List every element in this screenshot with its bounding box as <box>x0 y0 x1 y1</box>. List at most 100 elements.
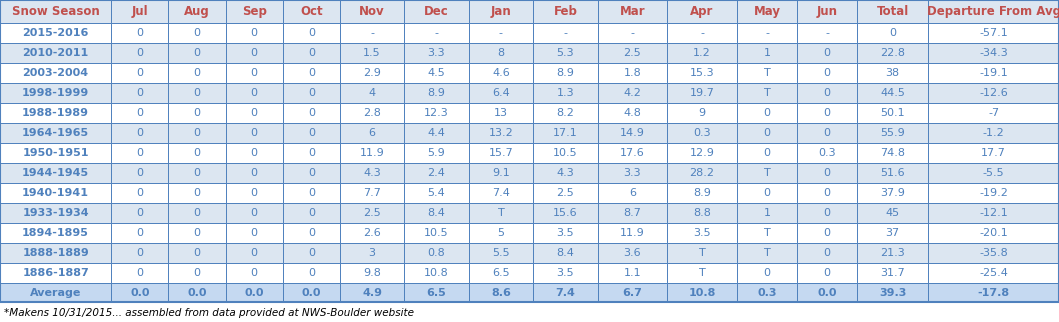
Bar <box>340 143 405 163</box>
Bar <box>469 143 533 163</box>
Bar <box>405 223 469 243</box>
Bar <box>111 283 168 302</box>
Bar <box>469 163 533 183</box>
Text: 8.7: 8.7 <box>624 208 642 218</box>
Bar <box>469 103 533 123</box>
Bar <box>858 0 928 23</box>
Text: 0: 0 <box>764 268 771 278</box>
Text: Departure From Avg: Departure From Avg <box>927 5 1059 18</box>
Bar <box>469 0 533 23</box>
Text: 8.9: 8.9 <box>428 88 446 98</box>
Bar <box>597 283 667 302</box>
Text: 8.8: 8.8 <box>693 208 711 218</box>
Bar <box>469 243 533 263</box>
Bar <box>283 83 340 103</box>
Bar <box>226 103 283 123</box>
Bar <box>797 163 858 183</box>
Bar <box>469 203 533 223</box>
Text: 37.9: 37.9 <box>880 188 905 198</box>
Text: T: T <box>699 248 705 258</box>
Bar <box>340 43 405 63</box>
Bar <box>469 83 533 103</box>
Text: 7.4: 7.4 <box>555 288 575 298</box>
Text: 8.6: 8.6 <box>491 288 510 298</box>
Bar <box>111 43 168 63</box>
Text: 0: 0 <box>308 28 315 38</box>
Bar <box>667 203 737 223</box>
Text: 0: 0 <box>137 268 143 278</box>
Text: 5.9: 5.9 <box>428 148 446 158</box>
Bar <box>797 263 858 283</box>
Text: Total: Total <box>877 5 909 18</box>
Bar <box>737 123 797 143</box>
Text: 1944-1945: 1944-1945 <box>22 168 89 178</box>
Bar <box>797 23 858 43</box>
Text: 0: 0 <box>251 168 257 178</box>
Text: 12.3: 12.3 <box>424 108 449 118</box>
Text: 2010-2011: 2010-2011 <box>22 48 89 58</box>
Text: 3.6: 3.6 <box>624 248 641 258</box>
Bar <box>111 123 168 143</box>
Text: 1933-1934: 1933-1934 <box>22 208 89 218</box>
Text: 8.9: 8.9 <box>556 68 574 78</box>
Bar <box>283 63 340 83</box>
Bar <box>0 283 111 302</box>
Text: 6: 6 <box>629 188 635 198</box>
Text: 9.1: 9.1 <box>492 168 509 178</box>
Text: 11.9: 11.9 <box>620 228 645 238</box>
Bar <box>469 283 533 302</box>
Bar <box>0 0 111 23</box>
Text: T: T <box>764 88 770 98</box>
Bar <box>928 63 1059 83</box>
Bar <box>737 243 797 263</box>
Text: 6.5: 6.5 <box>492 268 509 278</box>
Text: Snow Season: Snow Season <box>12 5 100 18</box>
Text: 10.8: 10.8 <box>424 268 449 278</box>
Bar <box>226 203 283 223</box>
Bar <box>168 243 226 263</box>
Bar <box>340 243 405 263</box>
Text: May: May <box>753 5 780 18</box>
Bar <box>340 83 405 103</box>
Text: 0: 0 <box>251 188 257 198</box>
Text: 17.6: 17.6 <box>620 148 645 158</box>
Bar <box>597 223 667 243</box>
Bar <box>533 183 597 203</box>
Text: 0: 0 <box>824 128 830 138</box>
Bar <box>226 43 283 63</box>
Text: -12.1: -12.1 <box>980 208 1008 218</box>
Bar <box>405 143 469 163</box>
Text: 10.8: 10.8 <box>688 288 716 298</box>
Text: 0: 0 <box>194 48 200 58</box>
Text: -: - <box>499 28 503 38</box>
Bar <box>737 263 797 283</box>
Text: 1988-1989: 1988-1989 <box>22 108 89 118</box>
Text: Feb: Feb <box>554 5 577 18</box>
Bar <box>0 143 111 163</box>
Bar <box>533 243 597 263</box>
Text: 2.5: 2.5 <box>624 48 642 58</box>
Bar <box>111 63 168 83</box>
Bar <box>533 143 597 163</box>
Text: Jul: Jul <box>131 5 148 18</box>
Text: 50.1: 50.1 <box>880 108 905 118</box>
Text: 0: 0 <box>194 268 200 278</box>
Text: 0: 0 <box>308 248 315 258</box>
Bar <box>405 263 469 283</box>
Bar <box>340 203 405 223</box>
Bar <box>797 203 858 223</box>
Bar <box>226 263 283 283</box>
Text: 15.7: 15.7 <box>488 148 514 158</box>
Bar <box>533 83 597 103</box>
Text: Dec: Dec <box>424 5 449 18</box>
Bar <box>928 23 1059 43</box>
Text: 0: 0 <box>308 148 315 158</box>
Text: 8.4: 8.4 <box>428 208 446 218</box>
Text: 0: 0 <box>308 188 315 198</box>
Text: 0: 0 <box>194 168 200 178</box>
Bar <box>111 163 168 183</box>
Text: 6: 6 <box>369 128 376 138</box>
Text: 5.3: 5.3 <box>557 48 574 58</box>
Bar <box>533 103 597 123</box>
Text: Jan: Jan <box>490 5 511 18</box>
